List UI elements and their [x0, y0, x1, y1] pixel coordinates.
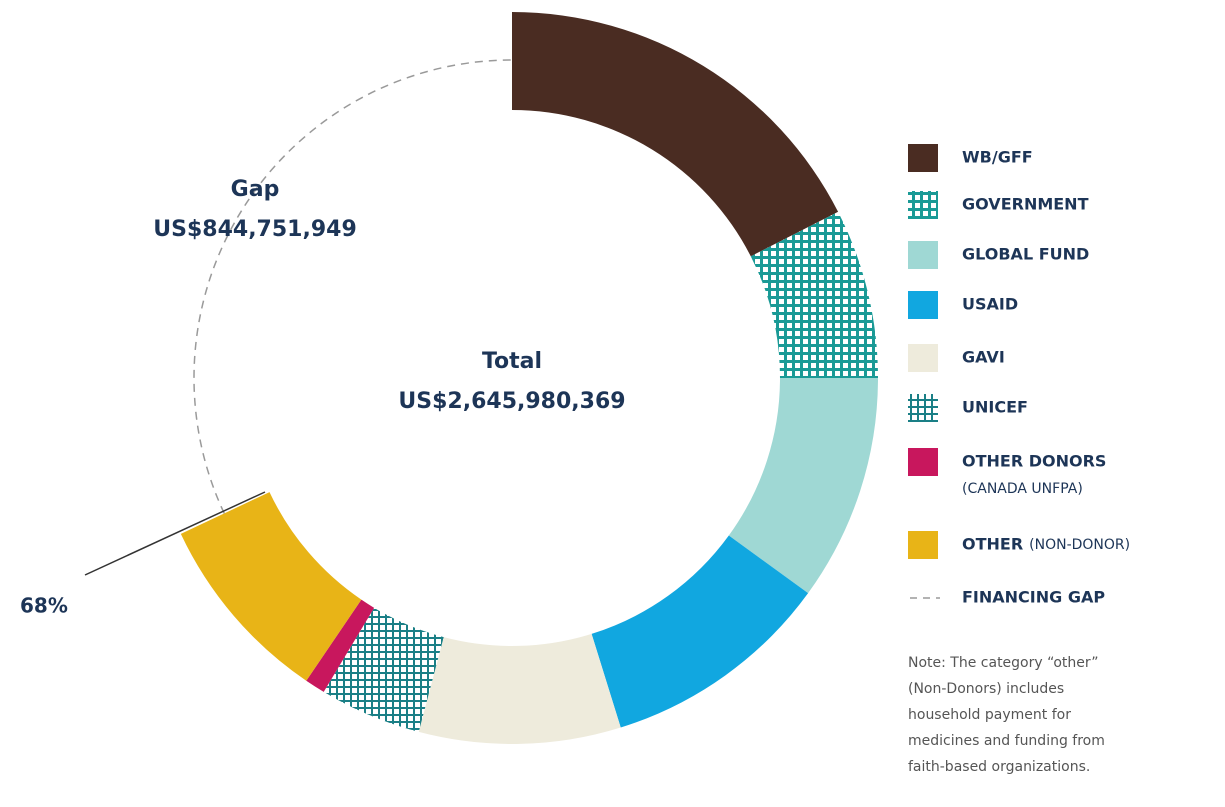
legend: WB/GFF GOVERNMENT GLOBAL FUND USAID GAVI UNIC… — [908, 144, 1130, 607]
donut-segment — [591, 535, 809, 728]
funded-label: 68% — [20, 594, 68, 618]
legend-swatch — [908, 144, 938, 172]
legend-swatch — [908, 531, 938, 559]
note-line: household payment for — [908, 707, 1071, 723]
center-amount: US$2,645,980,369 — [398, 389, 625, 414]
gap-amount: US$844,751,949 — [153, 217, 357, 242]
note: Note: The category “other” (Non-Donors) i… — [908, 655, 1105, 775]
legend-swatch — [908, 241, 938, 269]
legend-label: WB/GFF — [962, 148, 1033, 167]
note-line: (Non-Donors) includes — [908, 681, 1064, 697]
center-label: Total — [482, 349, 542, 374]
donut-segment — [306, 599, 375, 692]
donut-segment — [180, 492, 362, 681]
donut-segment — [418, 633, 621, 744]
legend-sublabel: (CANADA UNFPA) — [962, 481, 1083, 497]
legend-label: USAID — [962, 295, 1018, 314]
note-line: faith-based organizations. — [908, 759, 1090, 775]
legend-sublabel: (NON-DONOR) — [1029, 537, 1130, 553]
legend-swatch — [908, 394, 938, 422]
gap-arc — [193, 59, 513, 514]
donut-segment — [750, 211, 878, 378]
legend-label: GOVERNMENT — [962, 195, 1089, 214]
legend-label: OTHER — [962, 535, 1023, 554]
legend-label: FINANCING GAP — [962, 588, 1105, 607]
donut — [180, 12, 878, 744]
legend-swatch — [908, 191, 938, 219]
legend-label: GAVI — [962, 348, 1005, 367]
donut-segment — [728, 378, 878, 594]
note-line: Note: The category “other” — [908, 655, 1099, 671]
gap-label: Gap — [231, 177, 280, 202]
legend-label: OTHER DONORS — [962, 452, 1106, 471]
legend-swatch — [908, 291, 938, 319]
note-line: medicines and funding from — [908, 733, 1105, 749]
donut-segment — [323, 607, 444, 732]
legend-swatch — [908, 448, 938, 476]
leader-line — [84, 491, 266, 576]
legend-swatch — [908, 344, 938, 372]
donut-segment — [512, 12, 839, 257]
legend-label: UNICEF — [962, 398, 1028, 417]
legend-label: GLOBAL FUND — [962, 245, 1089, 264]
